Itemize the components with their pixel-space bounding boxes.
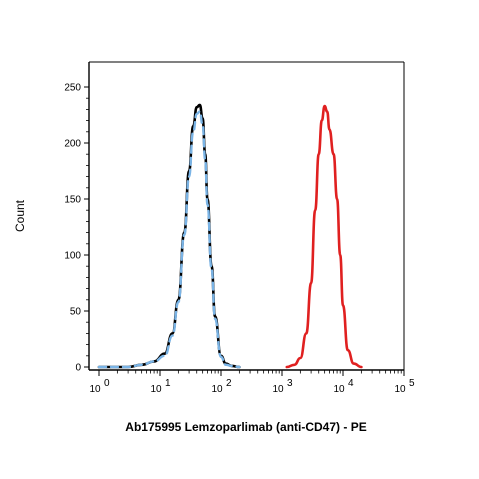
series-blue-dashed-line <box>97 110 241 369</box>
x-tick-exponent: 2 <box>226 378 232 389</box>
y-tick-label: 100 <box>64 251 81 262</box>
y-tick-label: 50 <box>70 307 82 318</box>
x-tick-exponent: 1 <box>165 378 171 389</box>
series-red-line <box>285 104 363 369</box>
x-tick-base: 10 <box>394 384 406 395</box>
series-layer <box>97 103 363 369</box>
x-tick-exponent: 4 <box>348 378 354 389</box>
x-tick-exponent: 3 <box>287 378 293 389</box>
x-tick-label: 101 <box>150 378 171 395</box>
y-tick-label: 150 <box>64 195 81 206</box>
x-axis-label: Ab175995 Lemzoparlimab (anti-CD47) - PE <box>125 420 366 434</box>
x-tick-label: 103 <box>272 378 293 395</box>
y-axis-ticks: 0 50 100 150 200 250 <box>64 83 89 374</box>
x-tick-label: 105 <box>394 378 415 395</box>
plot-frame <box>88 61 405 371</box>
x-tick-label: 100 <box>89 378 110 395</box>
x-tick-base: 10 <box>89 384 101 395</box>
y-tick-label: 0 <box>75 363 81 374</box>
y-tick-label: 250 <box>64 83 81 94</box>
x-tick-base: 10 <box>211 384 223 395</box>
x-tick-exponent: 5 <box>409 378 415 389</box>
y-tick-label: 200 <box>64 139 81 150</box>
series-black-line <box>97 103 241 369</box>
x-tick-base: 10 <box>272 384 284 395</box>
x-tick-exponent: 0 <box>104 378 110 389</box>
x-tick-base: 10 <box>333 384 345 395</box>
x-tick-label: 104 <box>333 378 354 395</box>
y-axis-label: Count <box>13 199 27 232</box>
x-tick-base: 10 <box>150 384 162 395</box>
x-tick-label: 102 <box>211 378 232 395</box>
